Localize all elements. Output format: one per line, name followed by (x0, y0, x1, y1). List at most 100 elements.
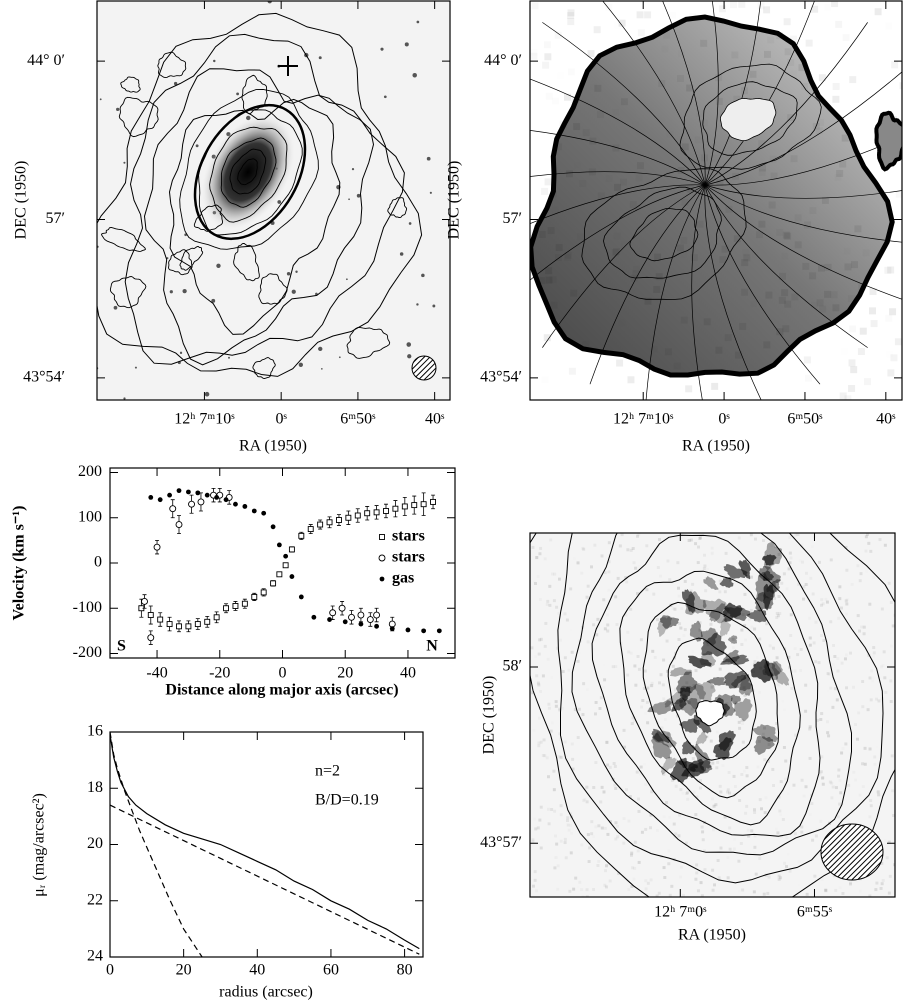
noise (779, 813, 782, 816)
noise (820, 598, 823, 601)
field-star (182, 288, 187, 294)
pixel (740, 87, 748, 95)
noise (845, 602, 849, 606)
hi-clump (713, 737, 734, 761)
noise (629, 853, 633, 857)
noise (889, 679, 893, 683)
noise (547, 702, 551, 706)
noise (636, 654, 640, 658)
noise (531, 885, 534, 888)
noise (718, 784, 722, 788)
noise (715, 766, 719, 770)
noise (761, 732, 765, 736)
marker (147, 634, 155, 642)
noise (570, 650, 574, 654)
noise (691, 757, 695, 761)
noise (814, 621, 817, 624)
noise (733, 847, 736, 850)
noise (556, 888, 559, 891)
noise (606, 832, 610, 836)
noise (834, 786, 838, 790)
x-tick-label: 20 (337, 665, 353, 682)
noise (550, 676, 553, 679)
noise (875, 881, 879, 885)
marker (411, 502, 418, 509)
noise (646, 721, 650, 725)
field-star (408, 222, 412, 225)
pixel (605, 175, 612, 182)
noise (585, 895, 589, 897)
noise (740, 628, 744, 632)
noise (758, 637, 762, 641)
noise (836, 815, 840, 819)
field-star (173, 81, 178, 86)
noise (657, 891, 661, 895)
pixel (770, 172, 778, 180)
pixel (567, 9, 575, 17)
noise (590, 832, 594, 836)
contour (571, 533, 852, 856)
hi-clump (727, 635, 738, 644)
noise (557, 577, 561, 581)
noise (534, 582, 538, 586)
noise (535, 555, 539, 559)
noise (779, 780, 783, 784)
noise (586, 584, 590, 588)
noise (585, 785, 589, 789)
noise (558, 707, 562, 711)
noise (738, 726, 742, 730)
hi-clump (694, 743, 712, 772)
pixel (574, 162, 581, 169)
pixel (711, 382, 719, 390)
y-tick-label: 43°57′ (480, 834, 522, 851)
pixel (655, 273, 663, 281)
pixel (783, 18, 791, 26)
noise (535, 889, 538, 892)
pixel (890, 354, 898, 362)
noise (592, 623, 596, 627)
pixel (669, 12, 676, 19)
noise (565, 618, 569, 622)
pixel (715, 97, 723, 105)
noise (893, 613, 895, 617)
noise (552, 599, 556, 603)
noise (711, 797, 714, 800)
isovelocity (704, 22, 868, 186)
noise (880, 607, 884, 611)
noise (694, 669, 698, 673)
noise (625, 580, 629, 584)
noise (536, 826, 540, 830)
noise (581, 547, 584, 550)
noise (613, 783, 617, 787)
noise (827, 734, 831, 738)
noise (603, 571, 607, 575)
noise (607, 589, 610, 592)
noise (803, 795, 806, 798)
noise (614, 837, 618, 841)
field-star (166, 257, 169, 260)
hi-clump (762, 554, 777, 566)
noise (783, 708, 786, 711)
noise (836, 657, 839, 660)
pixel (839, 160, 847, 168)
noise (641, 698, 645, 702)
x-axis-label: RA (1950) (682, 438, 750, 455)
contour (258, 273, 288, 305)
noise (789, 613, 793, 617)
noise (679, 788, 683, 792)
noise (862, 632, 866, 636)
noise (580, 888, 583, 891)
marker (260, 589, 267, 596)
pixel (685, 385, 693, 393)
noise (756, 656, 759, 659)
noise (543, 847, 546, 850)
field-star (383, 95, 387, 99)
x-tick-label: 0ˢ (275, 411, 287, 428)
marker (357, 611, 365, 619)
hi-clump (762, 662, 780, 677)
noise (837, 768, 841, 772)
hi-clump (689, 620, 703, 642)
pixel (547, 227, 555, 235)
marker (214, 495, 220, 500)
pixel (899, 82, 902, 90)
